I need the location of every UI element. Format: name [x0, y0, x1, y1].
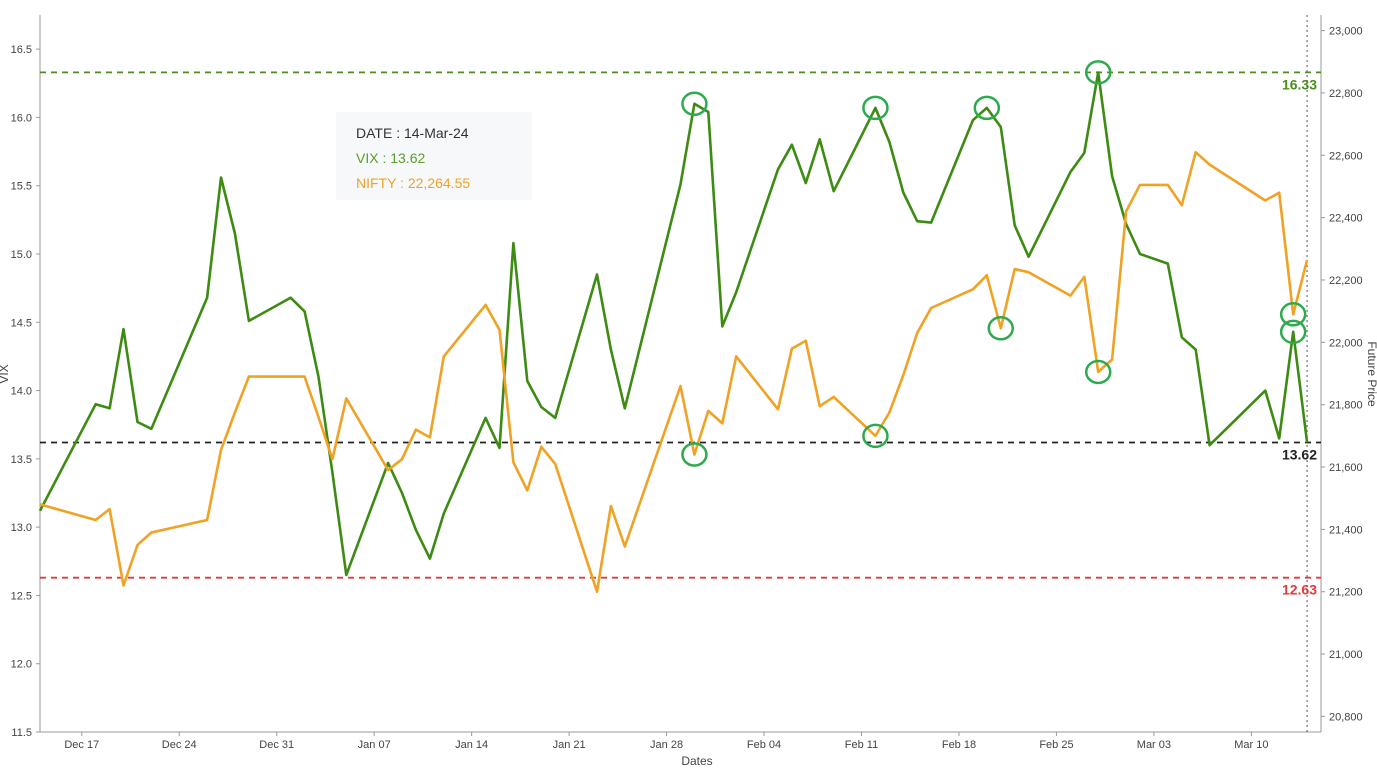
left-tick-label: 15.0 — [11, 249, 32, 261]
x-tick-label: Feb 25 — [1039, 739, 1073, 751]
reference-line-label: 12.63 — [1282, 582, 1317, 598]
reference-line-label: 16.33 — [1282, 76, 1317, 92]
series-layer — [38, 71, 1309, 594]
series-line-vix — [38, 71, 1309, 577]
highlight-circle — [681, 442, 708, 467]
right-axis-title: Future Price — [1365, 341, 1377, 407]
tooltip: DATE : 14-Mar-24 VIX : 13.62 NIFTY : 22,… — [336, 112, 532, 200]
right-tick-label: 22,200 — [1329, 275, 1363, 287]
highlight-circle — [1279, 302, 1307, 327]
x-tick-label: Dec 17 — [64, 739, 99, 751]
x-tick-label: Mar 03 — [1137, 739, 1171, 751]
right-tick-label: 22,000 — [1329, 337, 1363, 349]
right-tick-label: 21,600 — [1329, 462, 1363, 474]
right-tick-label: 21,000 — [1329, 649, 1363, 661]
right-axis-ticks: 20,800 21,000 21,200 21,400 21,600 21,800 22,0… — [1321, 26, 1363, 723]
highlight-circle — [1279, 319, 1307, 345]
tooltip-nifty: NIFTY : 22,264.55 — [356, 175, 470, 191]
right-tick-label: 22,800 — [1329, 88, 1363, 100]
x-tick-label: Jan 14 — [455, 739, 488, 751]
x-tick-label: Feb 11 — [845, 739, 878, 751]
right-tick-label: 21,400 — [1329, 524, 1363, 536]
x-tick-label: Feb 04 — [747, 739, 781, 751]
left-tick-label: 14.0 — [11, 386, 32, 398]
right-tick-label: 20,800 — [1329, 711, 1363, 723]
highlight-circle — [1084, 60, 1112, 85]
highlight-layer — [681, 60, 1307, 467]
left-tick-label: 12.0 — [11, 659, 32, 671]
reference-line-label: 13.62 — [1282, 446, 1317, 462]
left-tick-label: 14.5 — [11, 317, 32, 329]
left-axis-title: VIX — [0, 364, 11, 383]
left-tick-label: 13.5 — [11, 454, 32, 466]
left-tick-label: 16.0 — [11, 112, 32, 124]
tooltip-vix: VIX : 13.62 — [356, 150, 425, 166]
x-tick-label: Jan 28 — [650, 739, 683, 751]
left-tick-label: 11.5 — [11, 727, 32, 739]
x-axis-ticks: Dec 17 Dec 24 Dec 31 Jan 07 Jan 14 Jan 21 Jan … — [64, 732, 1269, 751]
x-tick-label: Jan 21 — [553, 739, 586, 751]
x-tick-label: Mar 10 — [1234, 739, 1268, 751]
left-tick-label: 13.0 — [11, 522, 32, 534]
right-tick-label: 21,200 — [1329, 587, 1363, 599]
highlight-circle — [862, 423, 889, 449]
right-tick-label: 22,600 — [1329, 150, 1363, 162]
highlight-circle — [862, 95, 889, 121]
reference-lines: 16.33 13.62 12.63 — [40, 71, 1321, 598]
left-tick-label: 15.5 — [11, 181, 32, 193]
highlight-circle — [1084, 359, 1112, 385]
right-tick-label: 22,400 — [1329, 213, 1363, 225]
x-tick-label: Jan 07 — [358, 739, 391, 751]
axes — [39, 15, 1322, 733]
tooltip-date: DATE : 14-Mar-24 — [356, 125, 469, 141]
tooltip-box — [336, 112, 532, 200]
right-tick-label: 21,800 — [1329, 400, 1363, 412]
right-tick-label: 23,000 — [1329, 26, 1363, 38]
highlight-circle — [987, 316, 1014, 341]
x-tick-label: Dec 24 — [162, 739, 197, 751]
left-tick-label: 12.5 — [11, 590, 32, 602]
x-tick-label: Dec 31 — [259, 739, 294, 751]
left-axis-ticks: 11.5 12.0 12.5 13.0 13.5 14.0 14.5 15.0 15.5 16.0… — [11, 44, 40, 739]
left-tick-label: 16.5 — [11, 44, 32, 56]
highlight-circle — [973, 95, 1001, 121]
x-tick-label: Feb 18 — [942, 739, 976, 751]
x-axis-title: Dates — [681, 754, 712, 768]
highlight-circle — [681, 91, 708, 117]
